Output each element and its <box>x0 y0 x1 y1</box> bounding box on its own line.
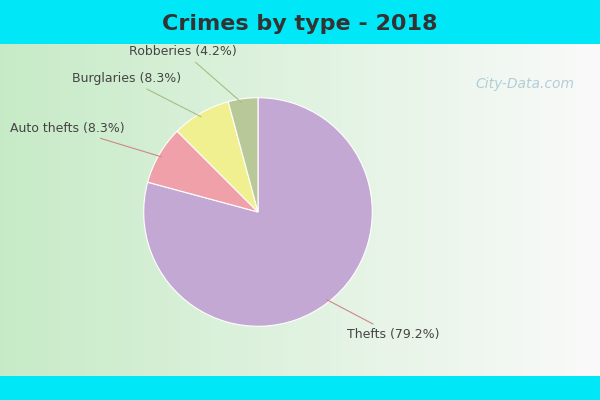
Wedge shape <box>177 102 258 212</box>
Wedge shape <box>228 98 258 212</box>
Text: Thefts (79.2%): Thefts (79.2%) <box>326 300 439 341</box>
Wedge shape <box>144 98 372 326</box>
Text: Robberies (4.2%): Robberies (4.2%) <box>129 45 242 102</box>
Text: Crimes by type - 2018: Crimes by type - 2018 <box>162 14 438 34</box>
Wedge shape <box>148 131 258 212</box>
Text: Burglaries (8.3%): Burglaries (8.3%) <box>71 72 201 117</box>
Text: City-Data.com: City-Data.com <box>475 77 574 91</box>
Text: Auto thefts (8.3%): Auto thefts (8.3%) <box>10 122 161 157</box>
